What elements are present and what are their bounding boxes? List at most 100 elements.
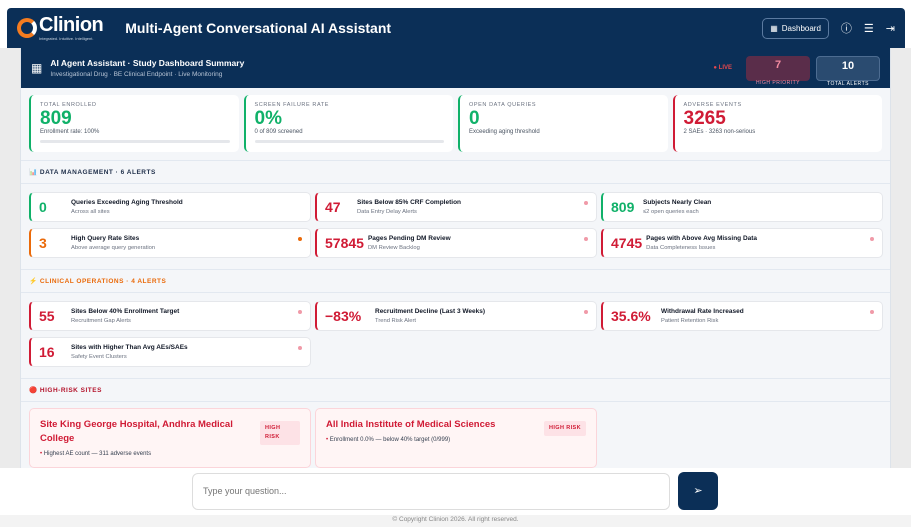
kpi-desc: 0 of 809 screened [254,129,303,135]
clinical-operations-heading: ⚡ CLINICAL OPERATIONS · 4 ALERTS [21,269,890,293]
alert-subtitle: Data Completeness Issues [646,245,716,251]
alert-value: 809 [611,199,635,215]
main-area: ▦ AI Agent Assistant · Study Dashboard S… [0,48,911,468]
alert-title: Pages with Above Avg Missing Data [646,235,758,242]
alert-card[interactable]: 47 Sites Below 85% CRF Completion Data Ent… [315,192,597,222]
kpi-label: TOTAL ENROLLED [40,102,97,108]
risk-detail: Highest AE count — 311 adverse events [40,451,300,457]
alert-card[interactable]: 55 Sites Below 40% Enrollment Target Recru… [29,301,311,331]
grid-icon: ▦ [770,23,778,33]
kpi-label: OPEN DATA QUERIES [469,102,537,108]
send-icon: ➢ [693,485,703,497]
alert-value: −83% [325,308,362,324]
status-dot [298,237,302,241]
alert-title: Pages Pending DM Review [367,235,451,242]
alert-subtitle: Safety Event Clusters [71,354,127,360]
dashboard-panel: ▦ AI Agent Assistant · Study Dashboard S… [20,48,891,468]
alert-value: 4745 [611,235,643,251]
risk-detail: Enrollment 0.0% — below 40% target (0/99… [326,437,586,443]
kpi-value: 0% [254,108,282,129]
footer-bar [0,515,911,527]
alert-value: 57845 [325,235,364,251]
site-name: All India Institute of Medical Sciences [326,419,496,430]
alert-title: High Query Rate Sites [71,235,140,242]
kpi-label: SCREEN FAILURE RATE [254,102,330,108]
status-dot [584,237,588,241]
risk-site-card[interactable]: All India Institute of Medical Sciences H… [315,408,597,468]
clinical-operations-alerts: 55 Sites Below 40% Enrollment Target Recru… [21,293,890,370]
send-button[interactable]: ➢ [678,472,718,510]
alert-title: Sites Below 40% Enrollment Target [71,308,180,315]
grid-icon: ▦ [31,61,43,75]
help-icon[interactable]: ⓘ [840,23,852,35]
alert-value: 55 [39,308,55,324]
status-dot [584,310,588,314]
alert-subtitle: ≤2 open queries each [643,209,699,215]
clinion-logo: Clinion Integrated. Intuitive. Intelligen… [17,13,104,41]
logout-icon[interactable]: ⇥ [885,22,895,35]
alert-title: Queries Exceeding Aging Threshold [71,199,183,206]
alert-card[interactable]: 57845 Pages Pending DM Review DM Review Ba… [315,228,597,258]
progress-bar [40,140,230,143]
kpi-desc: Exceeding aging threshold [469,129,540,135]
risk-badge: HIGH RISK [543,421,586,436]
logo-tagline: Integrated. Intuitive. Intelligent. [39,35,94,41]
alert-card[interactable]: 809 Subjects Nearly Clean ≤2 open queries … [601,192,883,222]
kpi-row: TOTAL ENROLLED 809 Enrollment rate: 100% S… [21,88,890,152]
progress-bar [254,140,444,143]
risk-badge: HIGH RISK [260,421,300,445]
alert-subtitle: Above average query generation [71,245,156,251]
alert-card[interactable]: 16 Sites with Higher Than Avg AEs/SAEs Saf… [29,337,311,367]
status-dot [584,201,588,205]
kpi-adverse-events: ADVERSE EVENTS 3265 2 SAEs · 3263 non-seri… [672,95,882,152]
alert-card[interactable]: 0 Queries Exceeding Aging Threshold Across… [29,192,311,222]
high-priority-label: HIGH PRIORITY [755,79,800,86]
alert-card[interactable]: 35.6% Withdrawal Rate Increased Patient Re… [601,301,883,331]
kpi-value: 0 [469,108,480,129]
alert-subtitle: DM Review Backlog [367,245,420,251]
alert-subtitle: Across all sites [71,209,110,215]
summary-title: AI Agent Assistant · Study Dashboard Sum… [50,58,245,68]
alert-value: 3 [39,235,47,251]
database-icon[interactable]: ☰ [863,22,874,35]
app-title: Multi-Agent Conversational AI Assistant [125,20,392,36]
alert-value: 47 [325,199,341,215]
alert-subtitle: Trend Risk Alert [375,318,417,324]
high-risk-heading: 🔴 HIGH-RISK SITES [21,378,890,402]
kpi-open-queries: OPEN DATA QUERIES 0 Exceeding aging thresh… [458,95,668,152]
total-alerts-badge: 10 TOTAL ALERTS [816,55,880,87]
alert-title: Withdrawal Rate Increased [661,308,744,315]
kpi-total-enrolled: TOTAL ENROLLED 809 Enrollment rate: 100% [29,95,239,152]
kpi-label: ADVERSE EVENTS [683,102,742,108]
kpi-desc: 2 SAEs · 3263 non-serious [683,129,756,135]
kpi-value: 3265 [683,108,726,129]
high-priority-count: 7 [774,58,782,71]
data-management-alerts: 0 Queries Exceeding Aging Threshold Across… [21,184,890,261]
alert-subtitle: Recruitment Gap Alerts [71,318,131,324]
alert-card[interactable]: 4745 Pages with Above Avg Missing Data Dat… [601,228,883,258]
dashboard-button[interactable]: ▦ Dashboard [762,17,829,39]
logo-ring-icon [17,18,37,38]
alert-subtitle: Data Entry Delay Alerts [357,209,417,215]
alert-subtitle: Patient Retention Risk [661,318,719,324]
alert-title: Subjects Nearly Clean [643,199,712,206]
site-name: Site King George Hospital, Andhra Medica… [40,419,233,444]
risk-site-card[interactable]: Site King George Hospital, Andhra Medica… [29,408,311,468]
copyright-footer: © Copyright Clinion 2026. All right rese… [392,516,519,523]
status-dot [870,237,874,241]
summary-subtitle: Investigational Drug · BE Clinical Endpo… [50,71,223,78]
summary-header: ▦ AI Agent Assistant · Study Dashboard S… [21,48,890,88]
alert-card[interactable]: −83% Recruitment Decline (Last 3 Weeks) Tr… [315,301,597,331]
alert-card[interactable]: 3 High Query Rate Sites Above average quer… [29,228,311,258]
alert-value: 16 [39,344,55,360]
question-input[interactable] [192,473,670,510]
high-priority-badge: 7 HIGH PRIORITY [746,55,810,86]
status-dot [298,346,302,350]
kpi-desc: Enrollment rate: 100% [40,129,100,135]
alert-value: 35.6% [611,308,651,324]
logo-text: Clinion [39,13,104,36]
alert-title: Sites with Higher Than Avg AEs/SAEs [71,344,188,351]
live-indicator: ● LIVE [713,65,732,71]
total-alerts-label: TOTAL ALERTS [827,80,869,87]
kpi-screen-failure: SCREEN FAILURE RATE 0% 0 of 809 screened [243,95,453,152]
